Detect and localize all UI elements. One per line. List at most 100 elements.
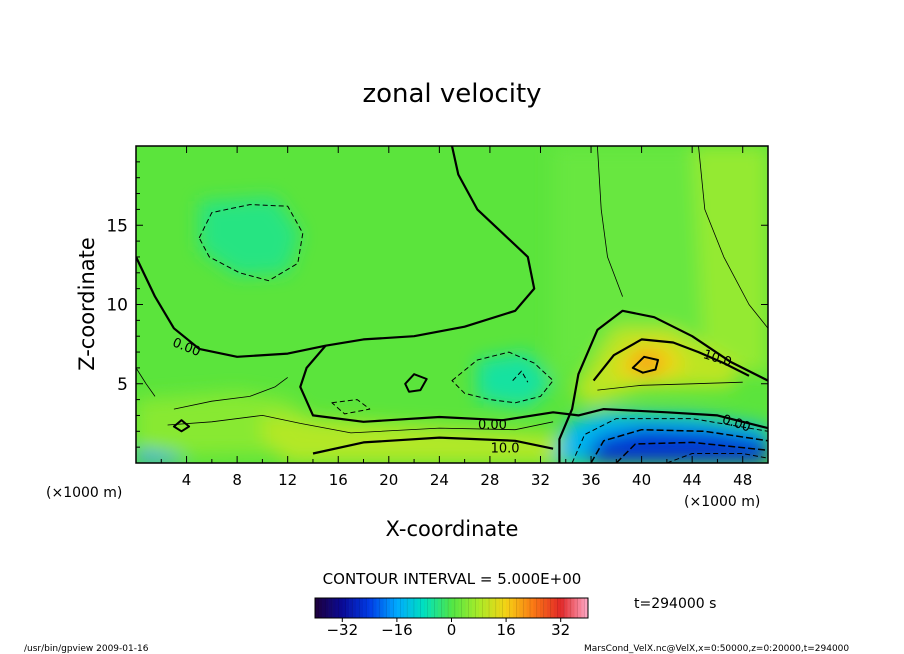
x-tick-label: 8 — [232, 471, 242, 489]
x-axis-unit: (×1000 m) — [46, 485, 122, 501]
colorbar-cell — [567, 598, 572, 618]
colorbar-ticks: −32 −16 0 16 32 — [326, 618, 570, 639]
colorbar-cell — [447, 597, 452, 619]
colorbar-cell — [331, 597, 336, 619]
colorbar-cell — [581, 598, 585, 618]
colorbar-cell — [509, 597, 514, 619]
x-tick-label: 4 — [182, 471, 192, 489]
colorbar-cell — [427, 597, 432, 619]
colorbar-cell — [529, 597, 534, 619]
contour-loop-mid-small — [404, 373, 428, 393]
colorbar-cell — [315, 598, 319, 618]
colorbar-cell — [359, 597, 364, 619]
field-region-bottom-left-blue — [136, 450, 187, 463]
contour-ten-jet-base — [597, 381, 743, 391]
colorbar-cell — [362, 598, 367, 618]
colorbar-cell — [499, 598, 503, 618]
colorbar-cell — [328, 598, 333, 618]
contour-neg-lower-right-1 — [571, 418, 768, 463]
colorbar-cell — [372, 597, 377, 619]
colorbar-cell — [506, 598, 510, 618]
colorbar-cell — [369, 598, 374, 618]
x-tick-label: 48 — [733, 471, 752, 489]
colorbar-cell — [393, 597, 398, 619]
contour-label: 0.00 — [478, 418, 507, 433]
colorbar-cell — [471, 598, 476, 618]
colorbar-cell — [468, 597, 473, 619]
colorbar-cell — [454, 597, 459, 619]
colorbar-cell — [522, 597, 528, 619]
colorbar-cell — [413, 597, 418, 619]
colorbar-cell — [465, 598, 469, 618]
contour-right-upper-thin-1 — [597, 146, 623, 297]
colorbar-tick-label: 16 — [497, 621, 516, 639]
colorbar-cell — [365, 597, 371, 619]
colorbar-cell — [550, 597, 555, 619]
colorbar-tick-label: 32 — [551, 621, 570, 639]
x-tick-label: 40 — [632, 471, 651, 489]
colorbar-cells — [315, 597, 589, 619]
x-tick-label: 20 — [379, 471, 398, 489]
colorbar-cell — [495, 597, 500, 619]
colorbar-cell — [540, 598, 544, 618]
colorbar-cell — [441, 597, 446, 619]
colorbar-cell — [543, 597, 548, 619]
colorbar-cell — [536, 597, 541, 619]
colorbar-cell — [406, 597, 412, 619]
colorbar-cell — [570, 597, 575, 619]
contour-interval-text: CONTOUR INTERVAL = 5.000E+00 — [323, 570, 582, 588]
colorbar-cell — [383, 598, 387, 618]
colorbar: −32 −16 0 16 32 — [314, 597, 589, 639]
colorbar-cell — [553, 598, 558, 618]
colorbar-cell — [424, 598, 428, 618]
contour-zero-upper — [136, 146, 536, 358]
footer-right: MarsCond_VelX.nc@VelX,x=0:50000,z=0:2000… — [584, 644, 849, 654]
colorbar-cell — [400, 597, 405, 619]
colorbar-cell — [379, 597, 384, 619]
x-tick-label: 12 — [278, 471, 297, 489]
colorbar-cell — [437, 598, 442, 618]
colorbar-cell — [396, 598, 401, 618]
colorbar-cell — [488, 597, 493, 619]
contour-neg-lower-right-2 — [590, 428, 768, 463]
colorbar-cell — [557, 597, 562, 619]
field-blur-group — [136, 146, 768, 463]
colorbar-cell — [560, 598, 565, 618]
contour-neg-five-mid — [451, 351, 554, 404]
colorbar-cell — [475, 597, 480, 619]
time-label: t=294000 s — [634, 596, 716, 612]
colorbar-cell — [492, 598, 497, 618]
contour-right-upper-thin-2 — [698, 146, 768, 329]
colorbar-cell — [533, 598, 538, 618]
colorbar-cell — [461, 597, 466, 619]
colorbar-cell — [335, 598, 340, 618]
velocity-field — [136, 146, 768, 463]
y-tick-label: 5 — [117, 375, 128, 395]
contour-neg-lower-right-3 — [615, 441, 768, 463]
colorbar-cell — [519, 598, 524, 618]
colorbar-tick-label: −16 — [381, 621, 413, 639]
colorbar-cell — [420, 597, 425, 619]
colorbar-tick-label: 0 — [447, 621, 457, 639]
colorbar-cell — [444, 598, 449, 618]
x-tick-label: 28 — [480, 471, 499, 489]
colorbar-cell — [451, 598, 456, 618]
contour-zero-lower — [299, 344, 768, 430]
contour-neg-lower-right-4 — [666, 453, 768, 463]
colorbar-cell — [345, 597, 350, 619]
contour-ten-jet — [592, 338, 750, 382]
y-axis-label: Z-coordinate — [75, 237, 99, 371]
colorbar-cell — [349, 598, 353, 618]
colorbar-cell — [516, 597, 521, 619]
chart-title: zonal velocity — [362, 79, 541, 109]
colorbar-cell — [376, 598, 381, 618]
x-tick-label: 44 — [683, 471, 702, 489]
colorbar-cell — [403, 598, 408, 618]
contour-loop-left-small — [172, 419, 191, 433]
colorbar-cell — [355, 598, 360, 618]
x-axis-label: X-coordinate — [386, 517, 519, 541]
contour-neg-five-left — [331, 399, 371, 415]
